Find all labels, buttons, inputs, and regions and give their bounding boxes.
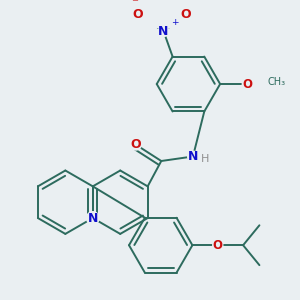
Circle shape <box>242 79 252 89</box>
Text: H: H <box>200 154 209 164</box>
Text: O: O <box>133 8 143 21</box>
Text: O: O <box>181 8 191 21</box>
Text: O: O <box>213 239 223 252</box>
Circle shape <box>181 10 191 20</box>
Text: N: N <box>158 25 169 38</box>
Text: +: + <box>171 18 178 27</box>
Text: O: O <box>130 138 141 151</box>
Text: N: N <box>188 150 198 163</box>
Text: CH₃: CH₃ <box>267 77 285 87</box>
Circle shape <box>158 26 169 37</box>
Circle shape <box>86 212 99 224</box>
Circle shape <box>130 140 141 150</box>
Text: O: O <box>242 77 252 91</box>
Circle shape <box>133 10 143 20</box>
Circle shape <box>213 240 223 250</box>
Text: ⁻: ⁻ <box>131 0 138 10</box>
Circle shape <box>188 151 198 162</box>
Text: N: N <box>88 212 98 224</box>
